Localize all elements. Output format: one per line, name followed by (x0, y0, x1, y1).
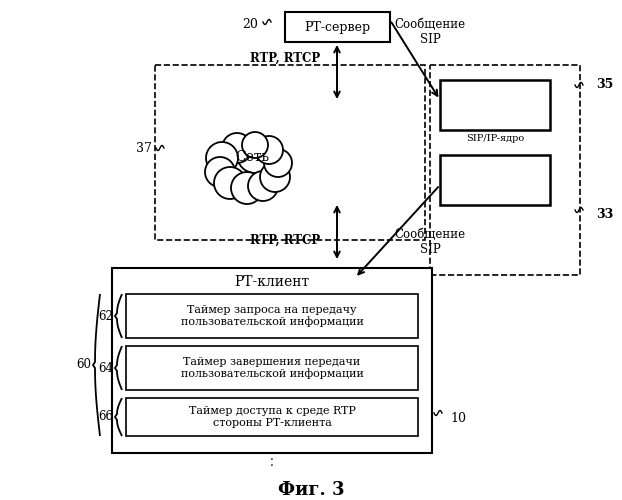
Bar (126, 398, 418, 436)
Circle shape (231, 172, 263, 204)
Circle shape (260, 162, 290, 192)
Text: 37: 37 (136, 142, 152, 154)
Text: 66: 66 (98, 410, 113, 424)
Text: 10: 10 (450, 412, 466, 424)
Text: Фиг. 3: Фиг. 3 (278, 481, 344, 499)
Text: Таймер доступа к среде RTP
стороны РТ-клиента: Таймер доступа к среде RTP стороны РТ-кл… (188, 406, 355, 428)
Circle shape (214, 167, 246, 199)
Text: Сообщение
SIP: Сообщение SIP (394, 228, 465, 256)
Text: Таймер завершения передачи
пользовательской информации: Таймер завершения передачи пользовательс… (180, 356, 363, 380)
Text: Таймер запроса на передачу
пользовательской информации: Таймер запроса на передачу пользовательс… (180, 304, 363, 328)
Bar (440, 80, 550, 130)
Text: РТ-сервер: РТ-сервер (304, 20, 371, 34)
Circle shape (242, 132, 268, 158)
Text: .: . (270, 444, 274, 458)
Bar (285, 12, 390, 42)
Circle shape (206, 142, 238, 174)
Circle shape (264, 149, 292, 177)
Text: 20: 20 (242, 18, 258, 32)
Circle shape (205, 157, 235, 187)
Text: 35: 35 (596, 78, 613, 92)
Bar (126, 294, 418, 338)
Bar (126, 346, 418, 390)
Text: 64: 64 (98, 362, 113, 374)
Text: RTP, RTCP: RTP, RTCP (250, 52, 320, 64)
Bar (155, 65, 425, 240)
Text: 60: 60 (77, 358, 91, 372)
Text: Сеть: Сеть (235, 150, 269, 164)
Text: 62: 62 (98, 310, 113, 322)
Text: Сообщение
SIP: Сообщение SIP (394, 18, 465, 46)
Circle shape (222, 133, 252, 163)
Circle shape (237, 137, 273, 173)
Bar (112, 268, 432, 453)
Text: РТ-клиент: РТ-клиент (234, 275, 310, 289)
Text: RTP, RTCP: RTP, RTCP (250, 234, 320, 246)
Text: 33: 33 (596, 208, 613, 222)
Bar (430, 65, 580, 275)
Text: SIP/IP-ядро: SIP/IP-ядро (466, 134, 524, 143)
Circle shape (255, 136, 283, 164)
Bar (440, 155, 550, 205)
Circle shape (248, 171, 278, 201)
Text: .: . (270, 450, 274, 464)
Text: .: . (270, 456, 274, 469)
